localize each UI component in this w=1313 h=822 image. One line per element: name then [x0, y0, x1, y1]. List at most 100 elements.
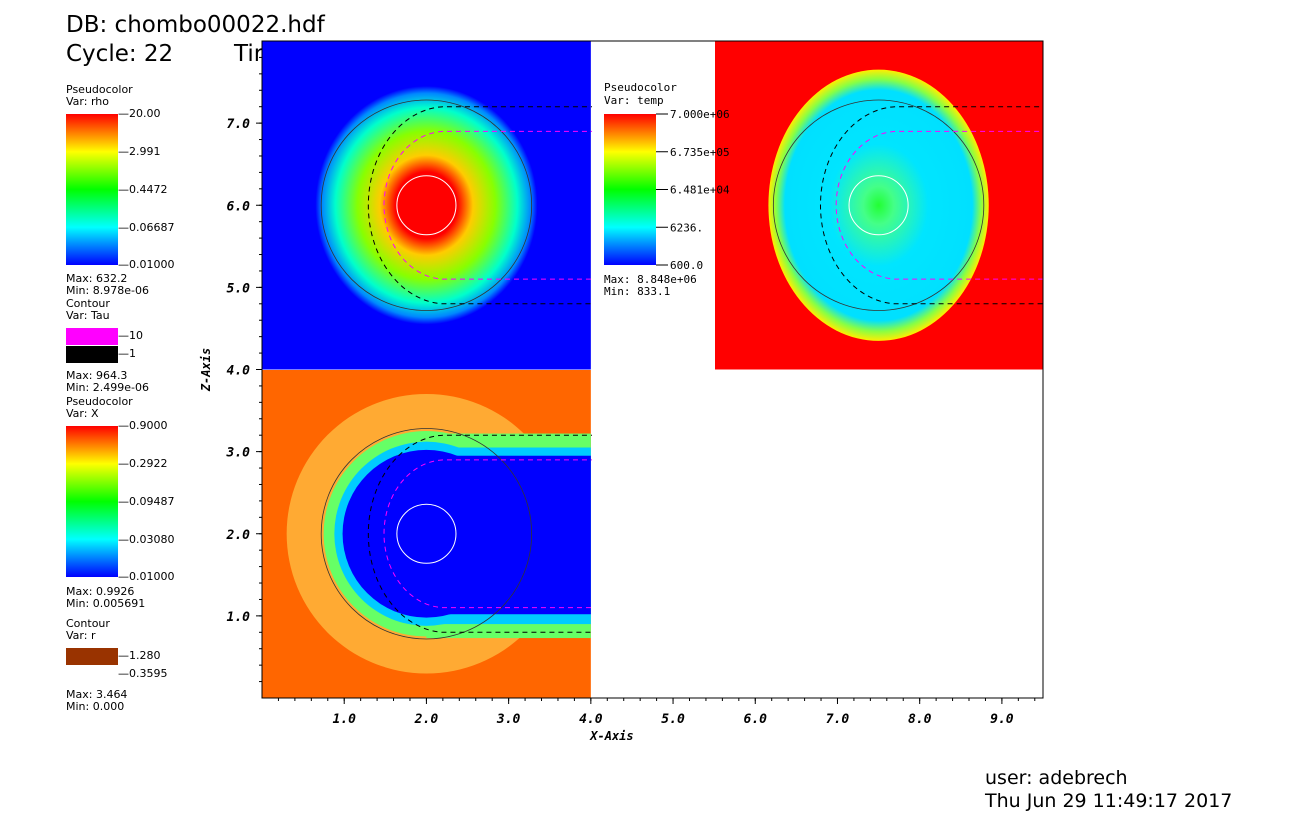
x-tick-label: 1.0: [332, 712, 356, 727]
level-label: 0.3595: [129, 667, 168, 680]
legend-x-tick-2: —0.09487: [118, 495, 175, 508]
legend-x-colorbar: [66, 426, 118, 577]
legend-x-type: Pseudocolor: [66, 395, 133, 408]
legend-tau-type: Contour: [66, 297, 110, 310]
y-tick-label: 3.0: [226, 446, 251, 461]
y-tick-label: 7.0: [227, 117, 251, 132]
legend-temp-var: Var: temp: [604, 94, 664, 107]
legend-rho-tick-2: —0.4472: [118, 183, 168, 196]
tau-contour-10: [835, 130, 1043, 280]
tick-label: 0.01000: [129, 570, 175, 583]
r-contour-outer: [320, 428, 533, 640]
y-axis-label: Z-Axis: [199, 348, 213, 392]
tick-label: 20.00: [129, 107, 161, 120]
legend-rho-max: Max: 632.2: [66, 272, 128, 285]
x-tick-label: 7.0: [826, 712, 850, 727]
legend-tau-swatch-1: [66, 346, 118, 363]
y-tick-label: 5.0: [227, 281, 251, 296]
axes: 1.0 2.0 3.0 4.0 5.0 6.0 7.0 8.0 9.0 1.0 2.0 3.0 4.0 5…: [199, 40, 1044, 743]
tick-label: 0.9000: [129, 419, 168, 432]
legend-rho-tick-0: —20.00: [118, 107, 161, 120]
tick-label: 0.09487: [129, 495, 175, 508]
y-tick-label: 1.0: [227, 610, 251, 625]
legend-x-max: Max: 0.9926: [66, 585, 135, 598]
y-tick-label: 4.0: [227, 364, 251, 379]
panel-rho: [262, 41, 592, 370]
panel-x: [262, 370, 592, 698]
legend-rho-min: Min: 8.978e-06: [66, 284, 149, 297]
legend-tau-level-0: —10: [118, 329, 143, 342]
legend-rho-tick-3: —0.06687: [118, 221, 175, 234]
y-tick-label: 2.0: [226, 528, 251, 543]
tick-label: 0.03080: [129, 533, 175, 546]
x-axis-label: X-Axis: [589, 729, 633, 743]
legend-x-var: Var: X: [66, 407, 99, 420]
cycle-label: Cycle: 22: [66, 41, 174, 67]
legend-temp-max: Max: 8.848e+06: [604, 273, 697, 286]
legend-r-min: Min: 0.000: [66, 700, 125, 713]
legend-rho-type: Pseudocolor: [66, 83, 133, 96]
tau-contour-1: [367, 106, 592, 305]
level-label: 10: [129, 329, 143, 342]
legend-rho-colorbar: [66, 114, 118, 265]
legend-temp-min: Min: 833.1: [604, 285, 670, 298]
level-label: 1: [129, 347, 136, 360]
rho-field: [315, 86, 538, 325]
legend-x-tick-4: —0.01000: [118, 570, 175, 583]
level-label: 1.280: [129, 649, 161, 662]
r-contour-inner: [396, 175, 457, 236]
legend-temp-type: Pseudocolor: [604, 81, 677, 94]
legend-tau-swatch-0: [66, 328, 118, 345]
legend-temp-colorbar: [604, 114, 656, 265]
legend-rho-tick-1: —2.991: [118, 145, 161, 158]
x-tick-label: 2.0: [414, 712, 439, 727]
legend-rho-var: Var: rho: [66, 95, 109, 108]
tau-contour-1: [367, 434, 592, 633]
r-contour-outer: [320, 99, 533, 311]
y-tick-label: 6.0: [227, 199, 251, 214]
legend-r-level-0: —1.280: [118, 649, 161, 662]
panel-temp: [715, 41, 1043, 370]
legend-r-var: Var: r: [66, 629, 96, 642]
date-label: Thu Jun 29 11:49:17 2017: [985, 790, 1233, 812]
legend-temp-tick-label: 6.735e+05: [670, 146, 730, 159]
tau-contour-1: [820, 106, 1043, 305]
x-tick-label: 4.0: [579, 712, 603, 727]
tick-label: 0.2922: [129, 457, 168, 470]
x-tick-label: 6.0: [744, 712, 768, 727]
r-contour-inner: [848, 175, 909, 236]
legend-x-tick-1: —0.2922: [118, 457, 168, 470]
x-tick-label: 5.0: [661, 712, 685, 727]
temp-field: [768, 69, 989, 341]
legend-tau-var: Var: Tau: [66, 309, 110, 322]
legend-temp-tick-label: 6236.: [670, 221, 703, 234]
tick-label: 0.4472: [129, 183, 168, 196]
legend-r-level-1: —0.3595: [118, 667, 168, 680]
x-channel-core: [426, 455, 591, 615]
tick-label: 0.06687: [129, 221, 175, 234]
tick-label: 0.01000: [129, 258, 175, 271]
tau-contour-10: [383, 130, 592, 280]
user-label: user: adebrech: [985, 767, 1128, 789]
r-contour-inner: [396, 503, 457, 564]
legend-x-min: Min: 0.005691: [66, 597, 146, 610]
heatmap-panels: [262, 41, 1043, 698]
x-tick-label: 3.0: [496, 712, 521, 727]
r-contour-outer: [772, 99, 985, 311]
legend-temp-tick-label: 600.0: [670, 259, 703, 272]
legend-temp-tick-label: 7.000e+06: [670, 108, 730, 121]
x-tick-label: 9.0: [990, 712, 1014, 727]
legend-temp-tick-label: 6.481e+04: [670, 184, 730, 197]
x-tick-label: 8.0: [908, 712, 932, 727]
legend-tau-level-1: —1: [118, 347, 136, 360]
legend-x-tick-3: —0.03080: [118, 533, 175, 546]
legend-r-type: Contour: [66, 617, 110, 630]
legend-x-tick-0: —0.9000: [118, 419, 168, 432]
legend-tau-max: Max: 964.3: [66, 369, 128, 382]
legend-tau-min: Min: 2.499e-06: [66, 381, 149, 394]
tick-label: 2.991: [129, 145, 161, 158]
tau-contour-10: [383, 459, 592, 609]
legend-rho-tick-4: —0.01000: [118, 258, 175, 271]
